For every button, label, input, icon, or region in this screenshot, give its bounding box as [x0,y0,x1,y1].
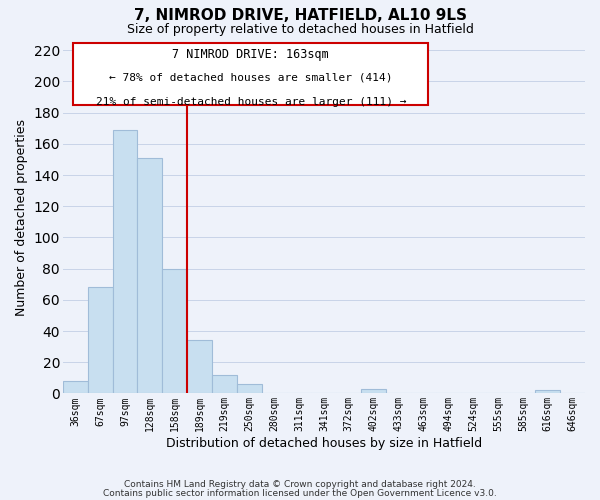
Text: Contains public sector information licensed under the Open Government Licence v3: Contains public sector information licen… [103,489,497,498]
Text: Size of property relative to detached houses in Hatfield: Size of property relative to detached ho… [127,22,473,36]
Bar [113,130,137,394]
Bar [535,390,560,394]
Bar [162,268,187,394]
Bar [63,381,88,394]
Bar [187,340,212,394]
Text: 21% of semi-detached houses are larger (111) →: 21% of semi-detached houses are larger (… [95,97,406,107]
Bar [237,384,262,394]
Bar [212,374,237,394]
Y-axis label: Number of detached properties: Number of detached properties [15,120,28,316]
Text: ← 78% of detached houses are smaller (414): ← 78% of detached houses are smaller (41… [109,72,392,83]
FancyBboxPatch shape [73,42,428,105]
X-axis label: Distribution of detached houses by size in Hatfield: Distribution of detached houses by size … [166,437,482,450]
Text: Contains HM Land Registry data © Crown copyright and database right 2024.: Contains HM Land Registry data © Crown c… [124,480,476,489]
Bar [137,158,162,394]
Text: 7 NIMROD DRIVE: 163sqm: 7 NIMROD DRIVE: 163sqm [172,48,329,61]
Text: 7, NIMROD DRIVE, HATFIELD, AL10 9LS: 7, NIMROD DRIVE, HATFIELD, AL10 9LS [133,8,467,22]
Bar [88,288,113,394]
Bar [361,388,386,394]
